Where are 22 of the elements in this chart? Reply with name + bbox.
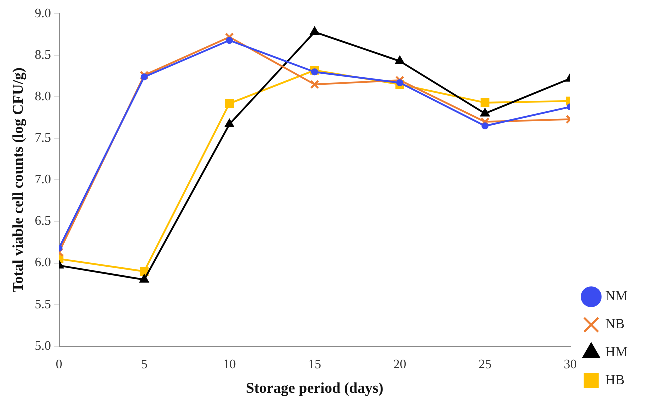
y-tick-label: 9.0 [35,5,52,20]
x-axis-title: Storage period (days) [246,380,384,397]
y-tick-label: 6.0 [35,254,52,270]
legend-label: HM [605,346,629,361]
y-tick-label: 6.5 [35,213,52,228]
y-tick-label: 7.5 [35,130,52,146]
x-tick-label: 0 [56,356,62,372]
y-tick-label: 5.0 [35,338,52,353]
y-tick-label: 7.0 [35,172,52,187]
y-axis-title: Total viable cell counts (log CFU/g) [10,68,27,293]
y-tick-label: 8.0 [35,88,52,104]
y-tick-label: 5.5 [35,296,52,312]
legend-label: NM [605,290,629,305]
legend-label: HB [605,374,625,389]
legend-label: NB [605,318,625,333]
x-tick-label: 20 [394,356,407,372]
x-tick-label: 10 [223,356,236,372]
x-tick-label: 5 [141,356,148,372]
x-tick-label: 25 [478,356,492,372]
x-tick-label: 30 [564,356,577,372]
x-tick-label: 15 [308,356,322,372]
y-tick-label: 8.5 [35,46,52,62]
